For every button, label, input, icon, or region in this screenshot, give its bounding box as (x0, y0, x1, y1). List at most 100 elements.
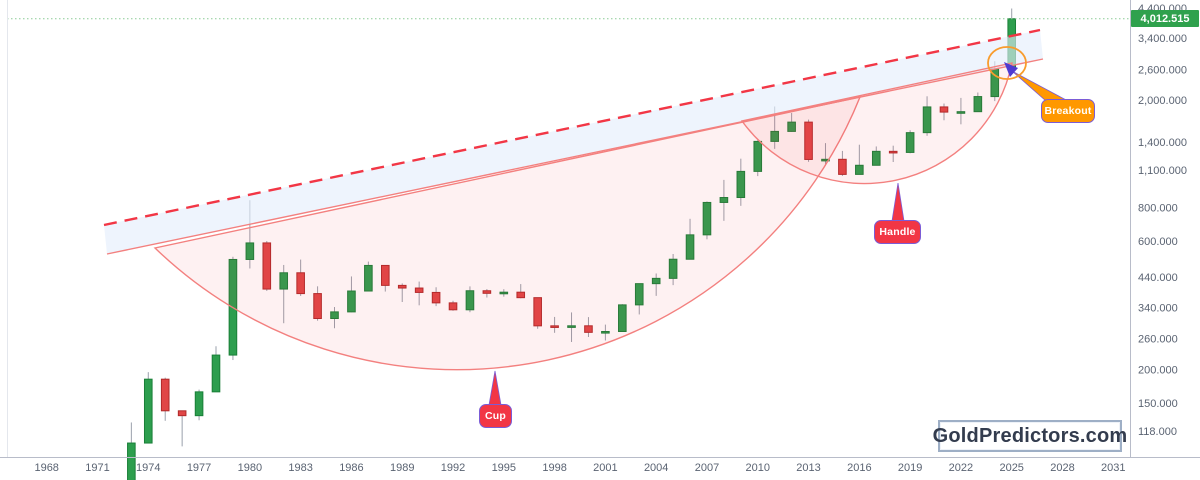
candle-1976 (177, 410, 187, 417)
candle-1975 (160, 378, 170, 412)
year-tick-label: 2019 (898, 462, 922, 474)
time-scale[interactable]: 1968 1971 1974 1977 1980 1983 1986 1989 1992 1995… (34, 462, 1125, 474)
candle-1994 (482, 290, 492, 294)
candle-2016 (855, 164, 864, 175)
breakout-circle[interactable] (987, 46, 1027, 80)
candle-2011 (770, 130, 779, 142)
price-tick-label: 1,100.000 (1138, 165, 1187, 177)
year-tick-label: 1977 (187, 462, 211, 474)
trend-channel-band[interactable] (104, 30, 1043, 254)
candle-2020 (922, 106, 932, 134)
price-scale[interactable]: 4,400.0003,400.0002,600.0002,000.0001,40… (1138, 3, 1187, 438)
candle-1990 (414, 287, 424, 293)
year-tick-label: 1995 (492, 462, 516, 474)
price-tick-label: 1,400.000 (1138, 137, 1187, 149)
candle-2007 (702, 201, 712, 236)
candle-1992 (448, 302, 458, 311)
candle-2019 (905, 132, 915, 153)
price-tick-label: 2,600.000 (1138, 64, 1187, 76)
breakout-label[interactable]: Breakout (1041, 99, 1095, 123)
price-tick-label: 118.000 (1138, 426, 1177, 438)
channel-upper-dashed-line[interactable] (103, 28, 1041, 227)
year-tick-label: 1998 (542, 462, 566, 474)
candle-2008 (719, 197, 729, 203)
price-tick-label: 800.000 (1138, 202, 1178, 214)
year-tick-label: 1983 (288, 462, 312, 474)
candle-1982 (279, 272, 289, 290)
price-tick-label: 2,000.000 (1138, 95, 1187, 107)
last-price-badge: 4,012.515 (1131, 10, 1199, 27)
candle-1983 (296, 272, 305, 295)
price-tick-label: 150.000 (1138, 398, 1178, 410)
candle-1997 (533, 297, 542, 327)
candle-1980 (245, 242, 255, 260)
year-tick-label: 2013 (796, 462, 820, 474)
candle-1995 (499, 291, 509, 295)
handle-pattern-label[interactable]: Handle (874, 220, 921, 244)
candle-2002 (618, 304, 627, 332)
candle-1991 (431, 291, 441, 304)
candle-1988 (381, 264, 390, 286)
candle-2005 (668, 258, 678, 279)
candle-1989 (397, 284, 407, 289)
candle-2017 (871, 150, 881, 166)
year-tick-label: 1980 (238, 462, 262, 474)
candle-1993 (465, 290, 475, 311)
year-tick-label: 2004 (644, 462, 668, 474)
candle-2000 (584, 325, 593, 333)
goldpredictors-watermark: GoldPredictors.com (933, 420, 1127, 452)
handle-arc[interactable] (740, 62, 1013, 185)
handle-label-pointer (891, 182, 905, 222)
year-tick-label: 1986 (339, 462, 363, 474)
candle-1999 (567, 325, 576, 328)
candle-1996 (516, 291, 526, 299)
candle-2009 (736, 170, 746, 199)
candle-2012 (787, 121, 796, 132)
candle-2015 (838, 158, 847, 175)
cup-arc[interactable] (153, 96, 862, 371)
year-tick-label: 1989 (390, 462, 414, 474)
year-tick-label: 2025 (999, 462, 1023, 474)
year-tick-label: 2022 (949, 462, 973, 474)
candle-1985 (330, 311, 339, 320)
candle-2004 (651, 277, 661, 285)
candle-1998 (550, 325, 559, 328)
candle-2023 (973, 96, 983, 113)
candle-1986 (347, 290, 356, 313)
price-tick-label: 3,400.000 (1138, 33, 1187, 45)
candle-2010 (753, 140, 763, 172)
cup-label-pointer (488, 370, 502, 406)
year-tick-label: 2001 (593, 462, 617, 474)
year-tick-label: 1992 (441, 462, 465, 474)
candle-1978 (211, 354, 221, 393)
year-tick-label: 1968 (34, 462, 58, 474)
year-tick-label: 1971 (85, 462, 109, 474)
candle-2022 (956, 111, 966, 114)
candle-1977 (194, 391, 204, 417)
price-tick-label: 340.000 (1138, 302, 1178, 314)
candle-2003 (634, 283, 644, 306)
price-tick-label: 600.000 (1138, 236, 1178, 248)
year-tick-label: 2031 (1101, 462, 1125, 474)
candle-1987 (364, 264, 373, 292)
price-tick-label: 200.000 (1138, 364, 1178, 376)
price-tick-label: 260.000 (1138, 334, 1178, 346)
candle-2021 (939, 106, 949, 113)
channel-lower-line[interactable] (106, 58, 1044, 255)
year-tick-label: 2016 (847, 462, 871, 474)
candle-2001 (601, 330, 610, 334)
candle-1973 (127, 442, 136, 480)
year-tick-label: 2007 (695, 462, 719, 474)
candle-1974 (143, 378, 153, 444)
candle-2018 (888, 150, 898, 154)
candle-1984 (313, 293, 322, 320)
candle-2006 (685, 234, 695, 260)
candle-2013 (804, 121, 813, 160)
year-tick-label: 2028 (1050, 462, 1074, 474)
candle-1981 (262, 242, 272, 290)
breakout-arrowhead-icon (1004, 62, 1018, 77)
cup-pattern-label[interactable]: Cup (479, 404, 512, 428)
price-tick-label: 440.000 (1138, 272, 1178, 284)
